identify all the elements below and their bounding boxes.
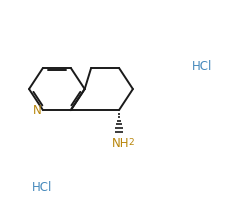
Text: HCl: HCl <box>32 181 53 194</box>
Text: N: N <box>33 104 41 117</box>
Text: HCl: HCl <box>192 60 212 73</box>
Text: NH: NH <box>112 137 129 150</box>
Text: 2: 2 <box>128 138 134 147</box>
